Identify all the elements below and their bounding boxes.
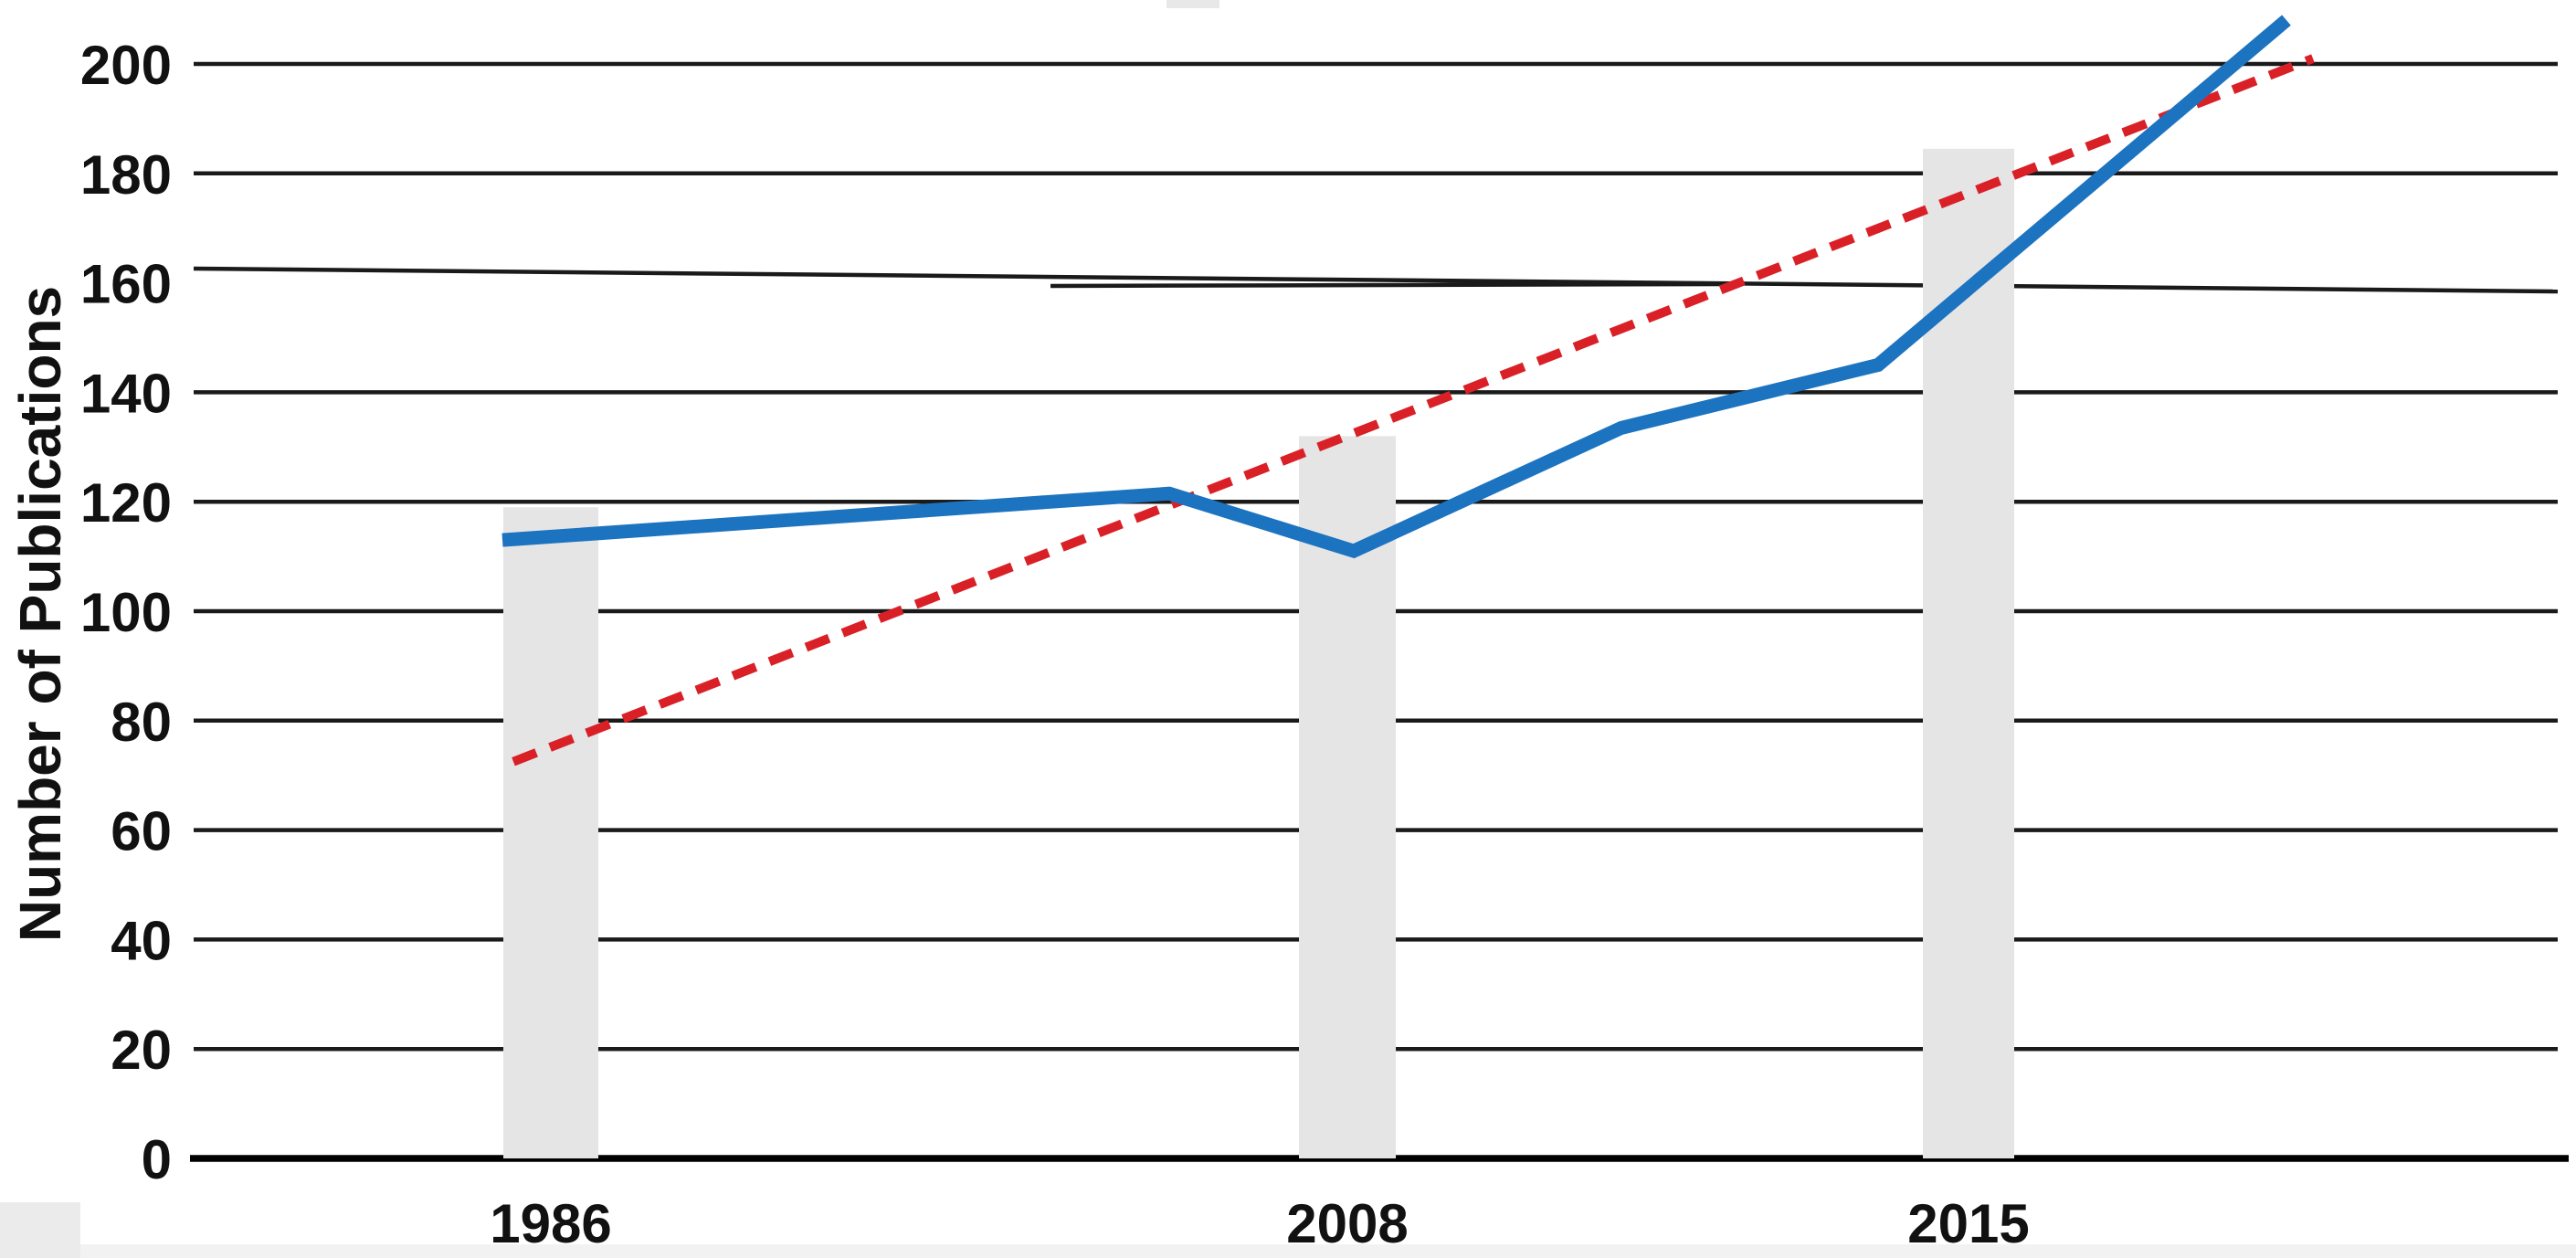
- highlight-bar-2008: [1299, 436, 1396, 1158]
- y-tick-label-140: 140: [80, 363, 172, 424]
- y-tick-label-160: 160: [80, 254, 172, 315]
- y-tick-label-20: 20: [111, 1020, 172, 1081]
- y-axis-title: Number of Publications: [7, 285, 73, 943]
- y-tick-label-40: 40: [111, 910, 172, 971]
- scan-artifact-1: [0, 1202, 80, 1258]
- y-tick-label-100: 100: [80, 582, 172, 643]
- highlight-bar-1986: [503, 507, 598, 1158]
- y-tick-label-120: 120: [80, 472, 172, 534]
- linear-trend-line: [512, 54, 2315, 766]
- publications-per-year-line: [501, 15, 2291, 559]
- x-tick-label-1986: 1986: [490, 1193, 611, 1254]
- x-tick-label-2015: 2015: [1907, 1193, 2029, 1254]
- gridline-160: [193, 266, 2559, 294]
- y-tick-label-80: 80: [111, 692, 172, 753]
- y-tick-label-60: 60: [111, 801, 172, 862]
- x-tick-label-2008: 2008: [1286, 1193, 1408, 1254]
- highlight-bar-2015: [1923, 148, 2014, 1159]
- scan-artifact-2: [1167, 0, 1219, 8]
- y-tick-label-0: 0: [142, 1129, 172, 1190]
- gridline-160-double-stroke: [1050, 281, 1727, 289]
- y-tick-label-180: 180: [80, 144, 172, 206]
- y-tick-label-200: 200: [80, 35, 172, 96]
- scan-artifact-0: [0, 1244, 2576, 1258]
